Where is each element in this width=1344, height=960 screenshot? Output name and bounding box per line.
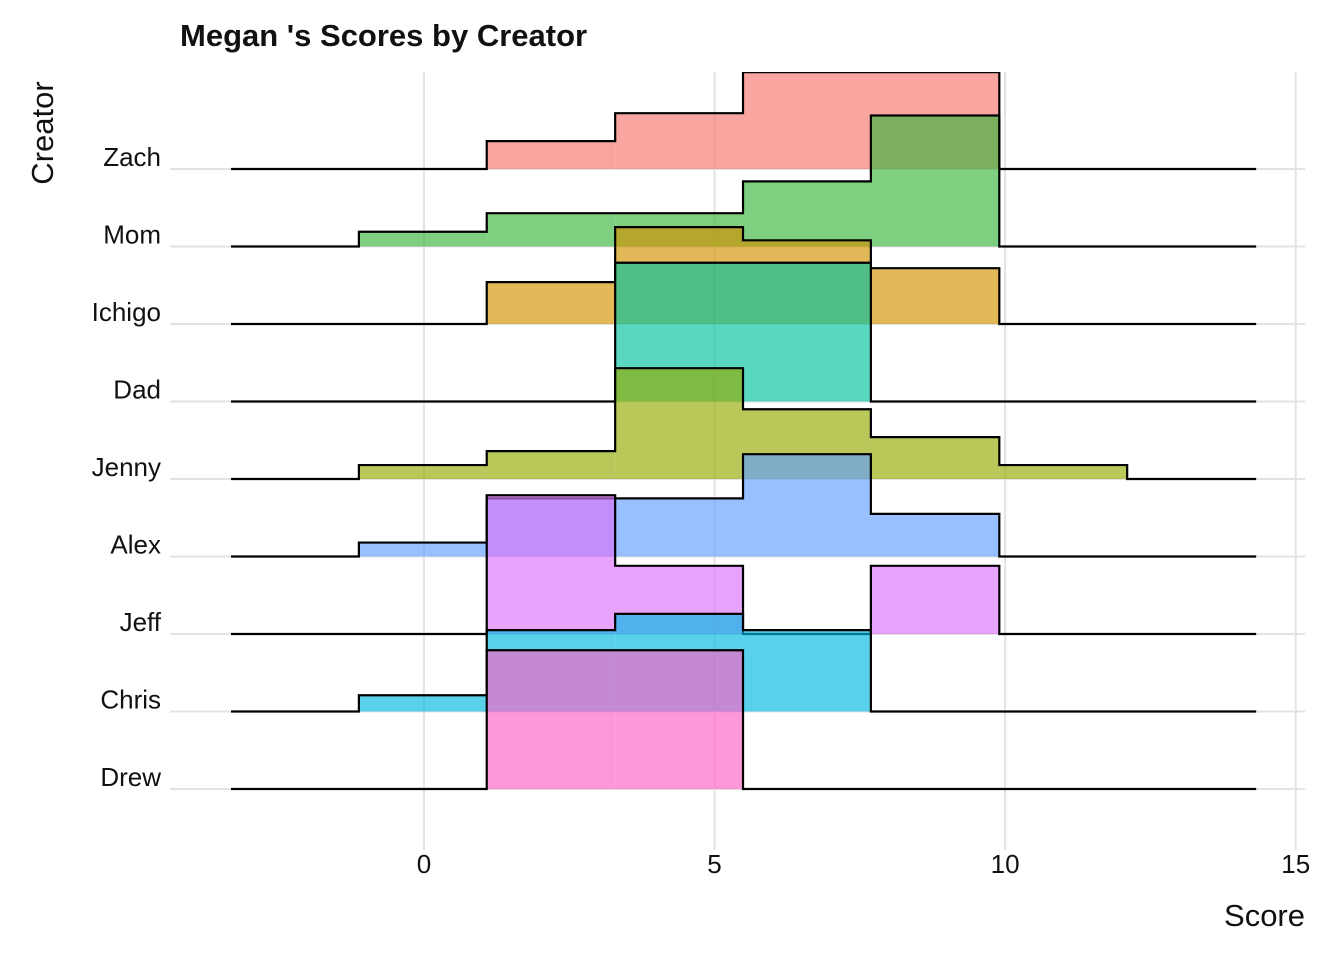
ridges bbox=[231, 72, 1257, 791]
x-tick-label: 10 bbox=[991, 849, 1020, 879]
ridge-outline bbox=[231, 261, 1257, 403]
ridge bbox=[231, 72, 1257, 171]
ridge-outline bbox=[231, 367, 1257, 481]
bar bbox=[615, 368, 744, 479]
bar bbox=[358, 695, 487, 712]
bar bbox=[870, 565, 1000, 634]
ridge-outline bbox=[231, 226, 1257, 326]
y-tick-label: Alex bbox=[110, 529, 161, 559]
y-tick-label: Jeff bbox=[120, 607, 162, 637]
y-tick-label: Drew bbox=[100, 762, 161, 792]
y-tick-label: Dad bbox=[113, 374, 161, 404]
ridge-outline bbox=[231, 453, 1257, 558]
bar bbox=[743, 630, 871, 712]
bar bbox=[743, 454, 871, 557]
bar bbox=[743, 72, 871, 169]
x-tick-label: 5 bbox=[707, 849, 721, 879]
bar bbox=[743, 181, 871, 247]
chart-title: Megan 's Scores by Creator bbox=[180, 18, 587, 53]
bar bbox=[358, 465, 487, 479]
ridge-outline bbox=[231, 114, 1257, 248]
y-tick-label: Mom bbox=[103, 219, 161, 249]
ridge bbox=[231, 649, 1257, 791]
y-tick-label: Ichigo bbox=[92, 297, 161, 327]
bar bbox=[358, 231, 487, 247]
y-axis-label: Creator bbox=[25, 81, 60, 184]
ridge-outline bbox=[231, 494, 1257, 636]
y-tick-label: Jenny bbox=[92, 452, 161, 482]
bar bbox=[486, 451, 616, 479]
bar bbox=[486, 141, 616, 169]
bar bbox=[486, 213, 616, 247]
bar bbox=[999, 465, 1128, 479]
bar bbox=[486, 495, 616, 634]
bar bbox=[870, 115, 1000, 247]
y-tick-label: Zach bbox=[103, 142, 161, 172]
ridge-outline bbox=[231, 649, 1257, 791]
x-tick-label: 15 bbox=[1281, 849, 1310, 879]
bar bbox=[486, 650, 616, 789]
bar bbox=[615, 113, 744, 169]
x-axis-label: Score bbox=[1224, 898, 1305, 933]
bar bbox=[486, 282, 616, 324]
labels: 0 5 10 15 Drew Chris Jeff Alex Jenny Dad Ichigo Mom… bbox=[92, 142, 1311, 879]
bar bbox=[358, 542, 487, 557]
y-tick-label: Chris bbox=[100, 684, 161, 714]
ridge-outline bbox=[231, 612, 1257, 713]
bar bbox=[743, 262, 871, 402]
bar bbox=[615, 498, 744, 557]
x-tick-label: 0 bbox=[417, 849, 431, 879]
bar bbox=[615, 650, 744, 789]
bar bbox=[870, 268, 1000, 324]
bar bbox=[870, 513, 1000, 557]
bar bbox=[870, 437, 1000, 479]
